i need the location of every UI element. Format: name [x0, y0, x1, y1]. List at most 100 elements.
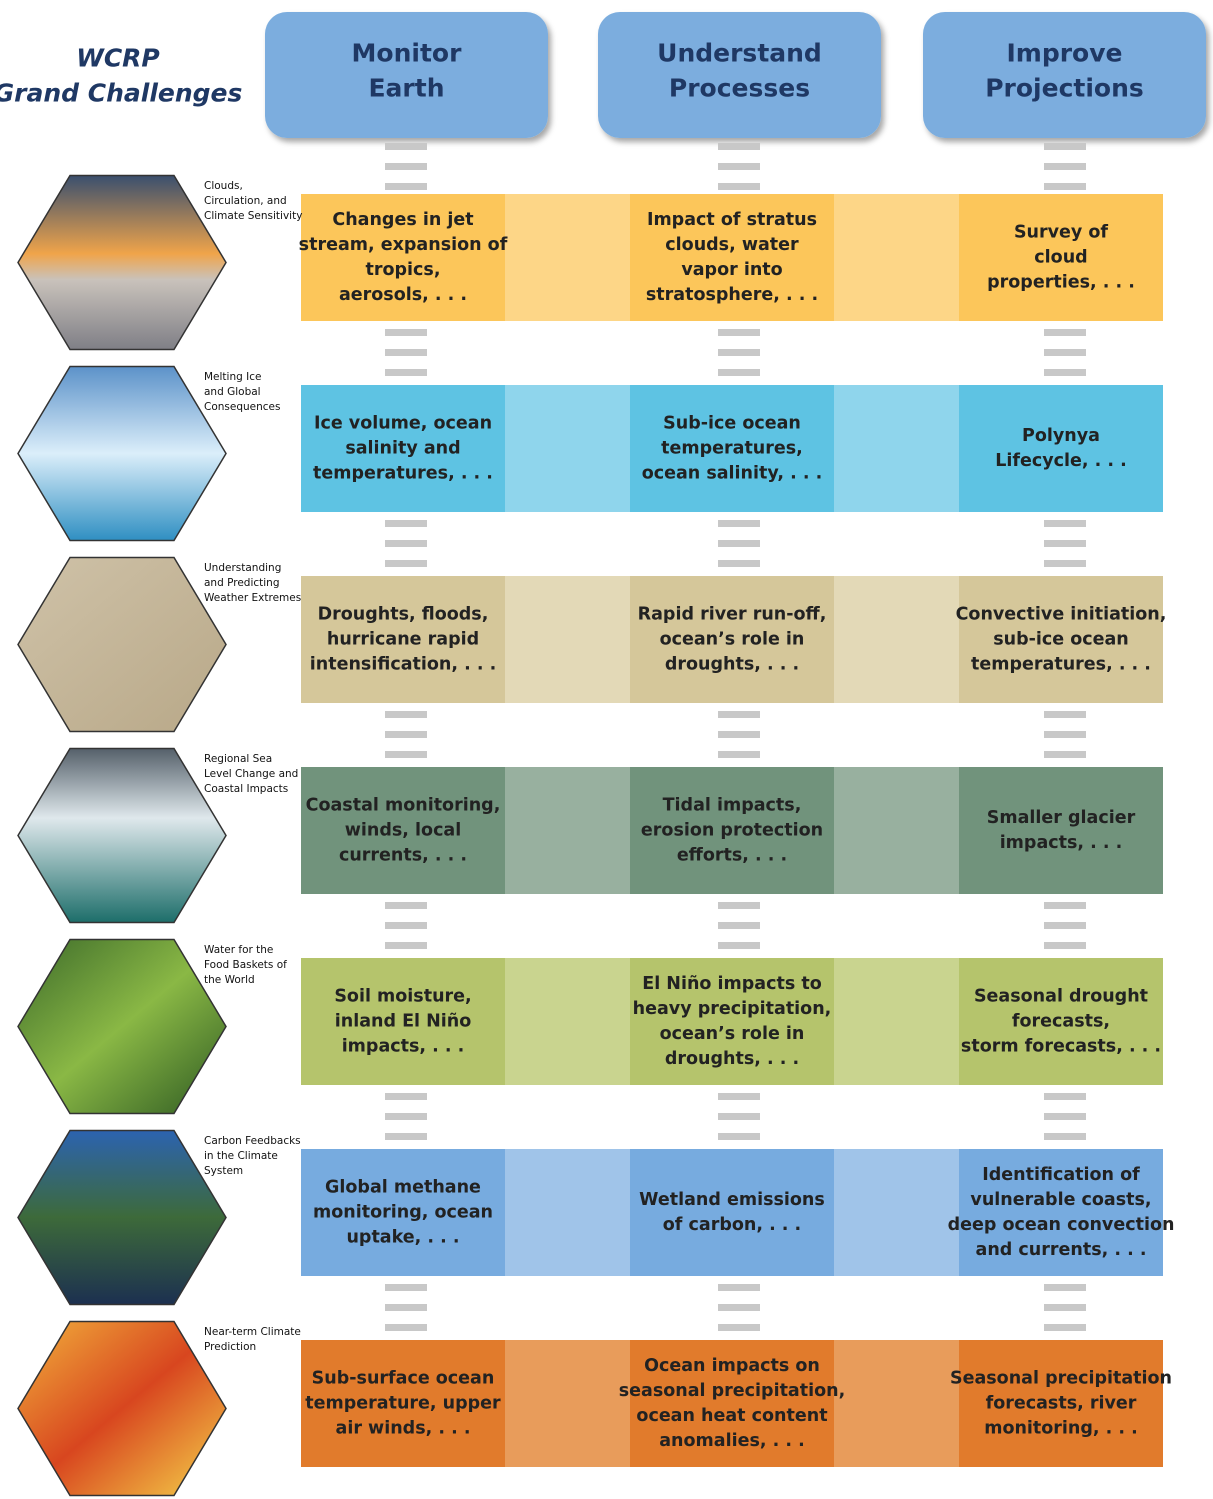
- challenge-label: Clouds,: [204, 180, 243, 192]
- cell-text: ocean salinity, . . .: [642, 464, 823, 484]
- connector-dash: [1044, 560, 1086, 567]
- cell-text: monitoring, . . .: [984, 1419, 1138, 1439]
- cell-text: vapor into: [681, 260, 782, 280]
- band-connector: [834, 767, 959, 894]
- cell-text: Wetland emissions: [639, 1190, 825, 1210]
- cell-text: stratosphere, . . .: [646, 285, 818, 305]
- challenge-label: Carbon Feedbacks: [204, 1135, 301, 1147]
- challenge-label: Coastal Impacts: [204, 783, 288, 795]
- cell-text: forecasts,: [1012, 1012, 1110, 1032]
- band-connector: [505, 767, 630, 894]
- cell-box: [301, 194, 505, 321]
- cell-text: sub-ice ocean: [993, 630, 1129, 650]
- connector-dash: [718, 329, 760, 336]
- challenge-image: [17, 747, 227, 924]
- cell-box: [630, 1340, 834, 1467]
- challenge-label: and Global: [204, 386, 261, 398]
- connector-dash: [1044, 922, 1086, 929]
- connector-dash: [385, 163, 427, 170]
- challenge-label: Level Change and: [204, 768, 298, 780]
- cell-box: [959, 194, 1163, 321]
- title: Grand Challenges: [0, 79, 242, 108]
- connector-dash: [385, 560, 427, 567]
- cell-text: Impact of stratus: [647, 210, 817, 230]
- cell-text: currents, . . .: [339, 846, 467, 866]
- column-header-box: [265, 12, 548, 138]
- column-header: Monitor: [352, 39, 463, 68]
- cell-text: Seasonal precipitation: [950, 1369, 1172, 1389]
- cell-box: [630, 958, 834, 1085]
- band-connector: [834, 194, 959, 321]
- connector-dash: [385, 711, 427, 718]
- column-header: Improve: [1006, 39, 1122, 68]
- cell-box: [630, 576, 834, 703]
- challenge-label: Consequences: [204, 401, 280, 413]
- connector-dash: [718, 1284, 760, 1291]
- connector-dash: [385, 751, 427, 758]
- challenge-label: and Predicting: [204, 577, 280, 589]
- cell-text: tropics,: [366, 260, 441, 280]
- cell-text: hurricane rapid: [327, 630, 479, 650]
- cell-box: [301, 958, 505, 1085]
- cell-text: seasonal precipitation,: [619, 1381, 845, 1401]
- column-header: Projections: [985, 74, 1144, 103]
- connector-dash: [718, 942, 760, 949]
- connector-dash: [718, 143, 760, 150]
- band-connector: [505, 1149, 630, 1276]
- connector-dash: [385, 902, 427, 909]
- connector-dash: [718, 163, 760, 170]
- connector-dash: [1044, 540, 1086, 547]
- cell-text: clouds, water: [665, 235, 799, 255]
- cell-text: Survey of: [1014, 223, 1108, 243]
- connector-dash: [1044, 902, 1086, 909]
- cell-box: [301, 1149, 505, 1276]
- connector-dash: [718, 1304, 760, 1311]
- challenge-label: Prediction: [204, 1341, 256, 1353]
- connector-dash: [718, 711, 760, 718]
- connector-dash: [385, 1324, 427, 1331]
- challenge-label: Regional Sea: [204, 753, 272, 765]
- connector-dash: [385, 143, 427, 150]
- connector-dash: [1044, 1113, 1086, 1120]
- cell-box: [959, 958, 1163, 1085]
- connector-dash: [385, 329, 427, 336]
- connector-dash: [385, 942, 427, 949]
- connector-dash: [718, 520, 760, 527]
- cell-text: erosion protection: [641, 821, 823, 841]
- challenge-image: [17, 556, 227, 733]
- cell-text: deep ocean convection: [948, 1215, 1175, 1235]
- cell-text: cloud: [1034, 248, 1087, 268]
- cell-box: [959, 1340, 1163, 1467]
- cell-text: Sub-ice ocean: [663, 414, 801, 434]
- connector-dash: [385, 1093, 427, 1100]
- cell-text: winds, local: [345, 821, 462, 841]
- cell-text: El Niño impacts to: [642, 974, 821, 994]
- cell-text: droughts, . . .: [665, 1049, 799, 1069]
- connector-dash: [385, 520, 427, 527]
- cell-text: anomalies, . . .: [659, 1431, 805, 1451]
- cell-box: [959, 767, 1163, 894]
- cell-text: Ocean impacts on: [644, 1356, 820, 1376]
- cell-text: Seasonal drought: [974, 987, 1148, 1007]
- band-connector: [505, 1340, 630, 1467]
- cell-text: Identification of: [982, 1165, 1140, 1185]
- connector-dash: [718, 369, 760, 376]
- cell-text: aerosols, . . .: [339, 285, 467, 305]
- connector-dash: [1044, 329, 1086, 336]
- column-header: Earth: [368, 74, 444, 103]
- connector-dash: [385, 369, 427, 376]
- connector-dash: [1044, 520, 1086, 527]
- cell-text: impacts, . . .: [342, 1037, 465, 1057]
- band-connector: [505, 958, 630, 1085]
- connector-dash: [1044, 1304, 1086, 1311]
- cell-text: Changes in jet: [332, 210, 473, 230]
- connector-dash: [718, 349, 760, 356]
- cell-text: Tidal impacts,: [663, 796, 802, 816]
- cell-text: ocean’s role in: [660, 630, 805, 650]
- column-header: Processes: [669, 74, 810, 103]
- challenge-label: Understanding: [204, 562, 281, 574]
- challenge-label: Near-term Climate: [204, 1326, 301, 1338]
- connector-dash: [718, 751, 760, 758]
- cell-text: stream, expansion of: [299, 235, 508, 255]
- cell-box: [630, 767, 834, 894]
